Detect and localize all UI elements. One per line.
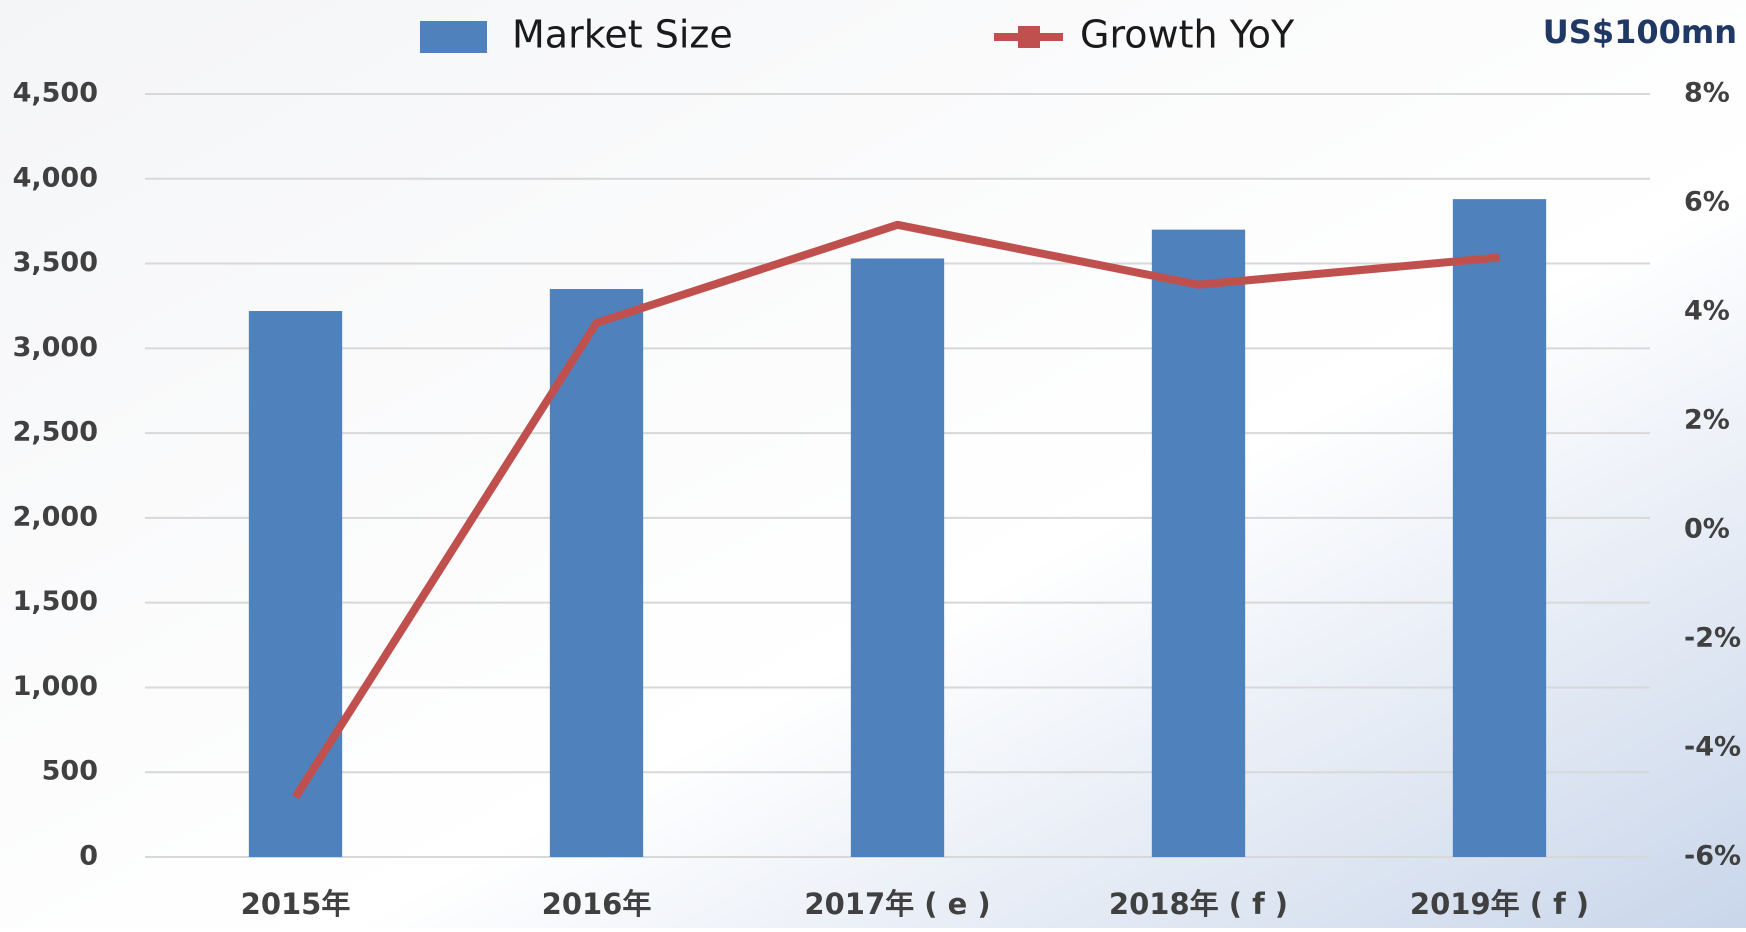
legend-label: Growth YoY <box>1080 13 1295 57</box>
y-tick-label: 1,000 <box>13 671 98 702</box>
y2-tick-label: -6% <box>1684 841 1741 872</box>
y-tick-label: 500 <box>42 756 98 787</box>
y2-tick-label: 8% <box>1684 78 1730 109</box>
y2-tick-label: 4% <box>1684 296 1730 327</box>
x-tick-label: 2019年 ( f ) <box>1410 887 1589 921</box>
bar <box>549 288 644 857</box>
bar <box>248 311 343 857</box>
bar <box>1452 199 1547 857</box>
y-tick-label: 1,500 <box>13 586 98 617</box>
y-tick-label: 2,000 <box>13 501 98 532</box>
y-tick-label: 2,500 <box>13 417 98 448</box>
y-tick-label: 0 <box>79 841 98 872</box>
legend-label: Market Size <box>512 13 733 57</box>
line <box>292 220 1500 800</box>
x-tick-label: 2017年 ( e ) <box>804 887 990 921</box>
bar <box>850 258 945 858</box>
x-tick-label: 2018年 ( f ) <box>1109 887 1288 921</box>
x-tick-label: 2015年 <box>241 887 351 921</box>
y-tick-label: 4,000 <box>13 162 98 193</box>
bar <box>1151 229 1246 858</box>
y-tick-label: 3,500 <box>13 247 98 278</box>
y-tick-label: 4,500 <box>13 78 98 109</box>
y2-tick-label: 0% <box>1684 514 1730 545</box>
y-tick-label: 3,000 <box>13 332 98 363</box>
y2-tick-label: -4% <box>1684 732 1741 763</box>
unit-label: US$100mn <box>1543 13 1737 51</box>
legend-marker <box>1018 26 1040 48</box>
y2-tick-label: 2% <box>1684 405 1730 436</box>
y2-tick-label: -2% <box>1684 623 1741 654</box>
legend-swatch <box>420 21 487 53</box>
y2-tick-label: 6% <box>1684 187 1730 218</box>
x-tick-label: 2016年 <box>542 887 652 921</box>
